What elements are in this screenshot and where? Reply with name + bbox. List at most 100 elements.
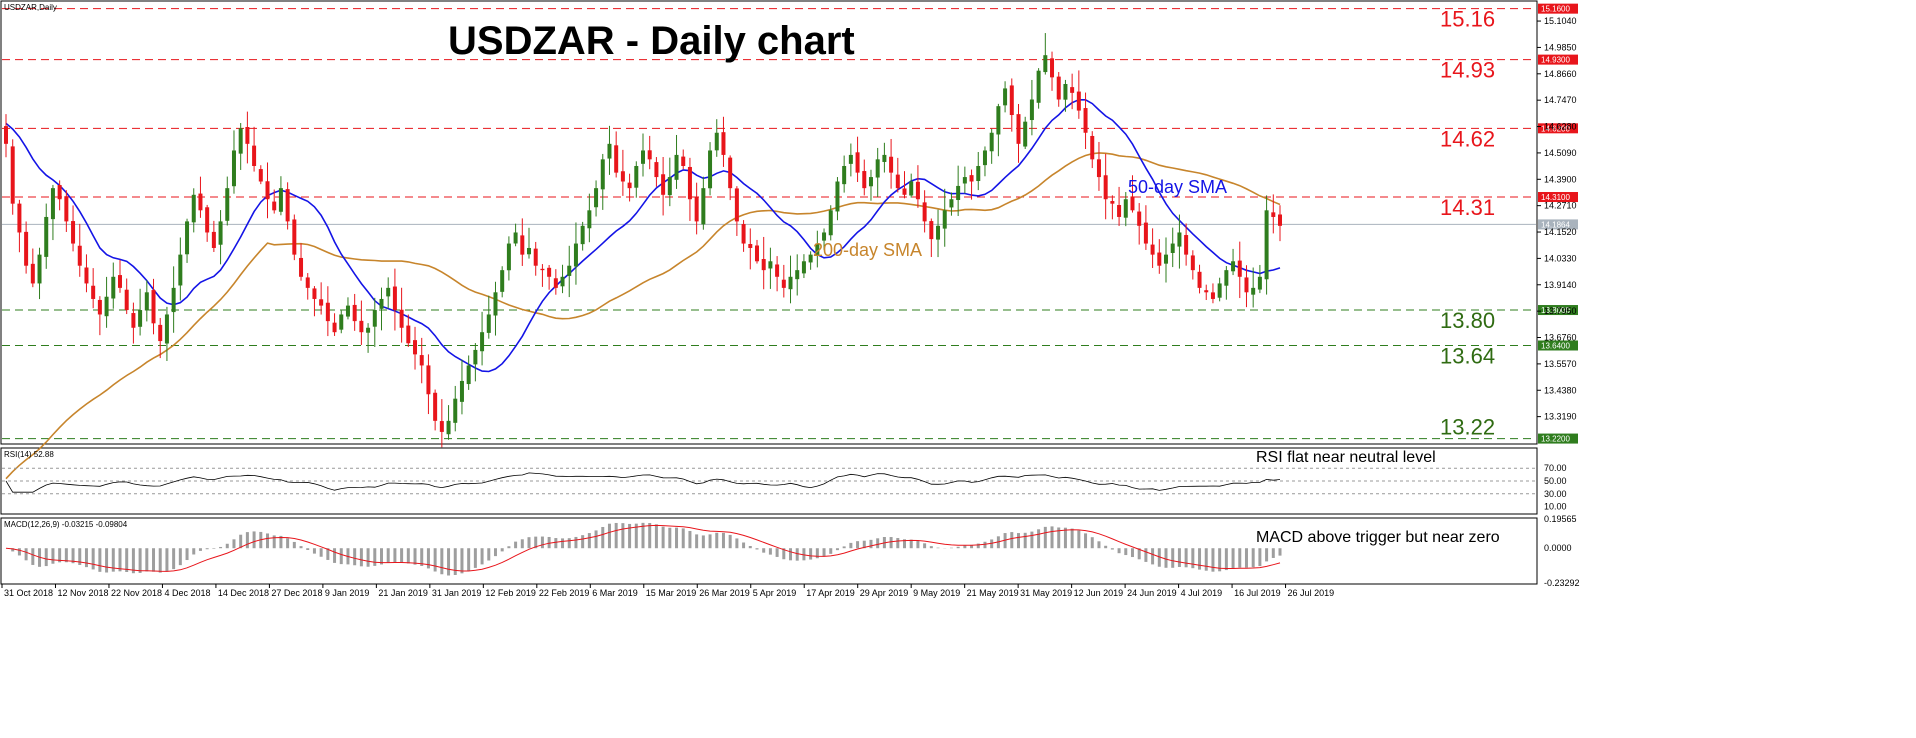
candle-body xyxy=(1150,244,1155,255)
level-label: 14.62 xyxy=(1440,126,1495,151)
symbol-label: USDZAR,Daily xyxy=(4,3,57,12)
candle-body xyxy=(325,302,330,322)
candle-body xyxy=(225,188,230,221)
candle-body xyxy=(77,245,82,266)
candle-body xyxy=(453,398,458,423)
candle-body xyxy=(124,289,129,311)
candle-body xyxy=(754,245,759,262)
candle-body xyxy=(1231,261,1236,272)
candle-body xyxy=(379,298,384,309)
candle-body xyxy=(480,332,485,352)
candle-body xyxy=(413,340,418,355)
candle-body xyxy=(842,165,847,185)
candle-body xyxy=(37,254,42,284)
macd-signal-line xyxy=(5,524,1281,572)
candle-body xyxy=(198,193,203,211)
candle-body xyxy=(909,181,914,196)
candle-body xyxy=(674,154,679,180)
x-tick-label: 31 Jan 2019 xyxy=(432,588,482,598)
candle-body xyxy=(500,270,505,292)
candle-body xyxy=(848,154,853,164)
macd-label: MACD(12,26,9) -0.03215 -0.09804 xyxy=(4,520,128,529)
candle-body xyxy=(1257,276,1262,290)
sma50-annotation: 50-day SMA xyxy=(1128,177,1227,197)
x-tick-label: 12 Feb 2019 xyxy=(485,588,536,598)
candle-body xyxy=(117,275,122,288)
candle-body xyxy=(915,181,920,200)
candle-body xyxy=(17,203,22,233)
candle-body xyxy=(721,132,726,155)
current-price-tag xyxy=(1538,219,1578,230)
y-tick-label: 15.1040 xyxy=(1544,16,1577,26)
x-tick-label: 31 Oct 2018 xyxy=(4,588,53,598)
candle-body xyxy=(828,210,833,236)
candle-body xyxy=(319,299,324,306)
sma200-line xyxy=(5,152,1281,480)
level-tag xyxy=(1538,340,1578,351)
y-tick-label: 14.8660 xyxy=(1544,69,1577,79)
x-tick-label: 17 Apr 2019 xyxy=(806,588,855,598)
candle-body xyxy=(1029,99,1034,121)
rsi-tick-label: 50.00 xyxy=(1544,476,1567,486)
candle-body xyxy=(506,243,511,271)
candle-body xyxy=(1009,85,1014,116)
candle-body xyxy=(533,248,538,266)
candle-body xyxy=(741,224,746,244)
level-tag-text: 14.3100 xyxy=(1541,193,1570,202)
candle-body xyxy=(1083,108,1088,133)
candle-body xyxy=(493,292,498,316)
candle-body xyxy=(372,310,377,327)
candle-body xyxy=(71,221,76,244)
candle-body xyxy=(882,154,887,162)
candle-body xyxy=(976,165,981,182)
candle-body xyxy=(446,420,451,435)
candle-body xyxy=(553,278,558,288)
candle-body xyxy=(808,254,813,263)
candle-body xyxy=(104,296,109,317)
candle-body xyxy=(144,292,149,311)
candle-body xyxy=(1003,88,1008,106)
candle-body xyxy=(433,392,438,421)
candle-body xyxy=(426,365,431,395)
current-price-text: 14.1864 xyxy=(1541,220,1570,229)
x-tick-label: 9 Jan 2019 xyxy=(325,588,370,598)
y-tick-label: 13.9140 xyxy=(1544,280,1577,290)
candle-body xyxy=(312,288,317,299)
rsi-label: RSI(14) 52.88 xyxy=(4,450,54,459)
candle-body xyxy=(714,132,719,151)
candle-body xyxy=(614,145,619,173)
level-tag xyxy=(1538,305,1578,316)
candle-body xyxy=(1217,283,1222,298)
candle-body xyxy=(252,145,257,166)
candle-body xyxy=(620,171,625,182)
level-tag-text: 13.2200 xyxy=(1541,435,1570,444)
candle-body xyxy=(359,320,364,333)
candle-body xyxy=(185,221,190,255)
macd-tick-label: 0.19565 xyxy=(1544,514,1577,524)
candle-body xyxy=(795,270,800,280)
candle-body xyxy=(560,276,565,287)
candle-body xyxy=(627,182,632,189)
candle-body xyxy=(708,150,713,189)
candle-body xyxy=(439,421,444,432)
candle-body xyxy=(587,210,592,229)
main-panel xyxy=(0,0,1538,445)
candle-body xyxy=(24,231,29,266)
candle-body xyxy=(386,287,391,297)
candle-body xyxy=(667,177,672,196)
candle-body xyxy=(513,232,518,244)
x-tick-label: 22 Nov 2018 xyxy=(111,588,162,598)
x-tick-label: 4 Jul 2019 xyxy=(1181,588,1223,598)
candle-body xyxy=(332,322,337,333)
candle-body xyxy=(1050,58,1055,78)
candle-body xyxy=(1137,211,1142,226)
candle-body xyxy=(815,243,820,255)
candle-body xyxy=(1244,277,1249,293)
sma50-line xyxy=(5,99,1281,373)
candle-body xyxy=(922,202,927,222)
candle-body xyxy=(30,263,35,284)
candle-body xyxy=(768,261,773,269)
candle-body xyxy=(855,152,860,173)
level-label: 13.80 xyxy=(1440,308,1495,333)
candle-body xyxy=(278,188,283,212)
